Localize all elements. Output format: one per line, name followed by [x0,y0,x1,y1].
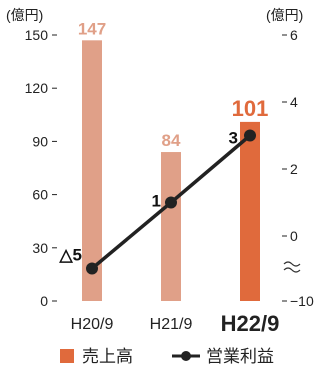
line-value-label: 3 [229,129,238,148]
right-tick-label: 2 [290,161,298,177]
right-axis-unit: (億円) [266,7,303,23]
right-tick-label: 4 [290,94,298,110]
category-label: H22/9 [221,311,280,336]
bar-value-label: 84 [162,131,181,150]
left-tick-label: 0 [40,293,48,309]
left-tick-label: 150 [25,27,49,43]
left-tick-label: 60 [32,187,48,203]
left-tick-label: 30 [32,240,48,256]
bar-value-label: 101 [232,96,269,121]
line-point-H20/9 [86,262,98,275]
legend-line-label: 営業利益 [206,347,274,366]
line-value-label: △5 [58,246,82,265]
legend-line-marker [181,351,191,361]
bar-売上高-H21/9 [161,152,181,301]
line-point-H22/9 [244,129,256,142]
axis-break-icon [283,261,301,273]
left-tick-label: 90 [32,133,48,149]
category-label: H20/9 [71,316,114,333]
legend: 売上高 営業利益 [60,347,274,366]
bar-売上高-H20/9 [82,40,102,301]
bar-売上高-H22/9 [240,121,260,301]
left-axis-unit: (億円) [6,7,43,23]
line-point-H21/9 [165,196,177,209]
right-tick-label: −10 [290,293,314,309]
bar-value-label: 147 [78,19,106,38]
legend-bar-swatch [60,349,74,363]
left-tick-label: 120 [25,80,49,96]
right-tick-label: 0 [290,228,298,244]
category-label: H21/9 [150,316,193,333]
line-value-label: 1 [152,192,161,211]
right-tick-label: 6 [290,27,298,43]
legend-bar-label: 売上高 [82,347,133,366]
